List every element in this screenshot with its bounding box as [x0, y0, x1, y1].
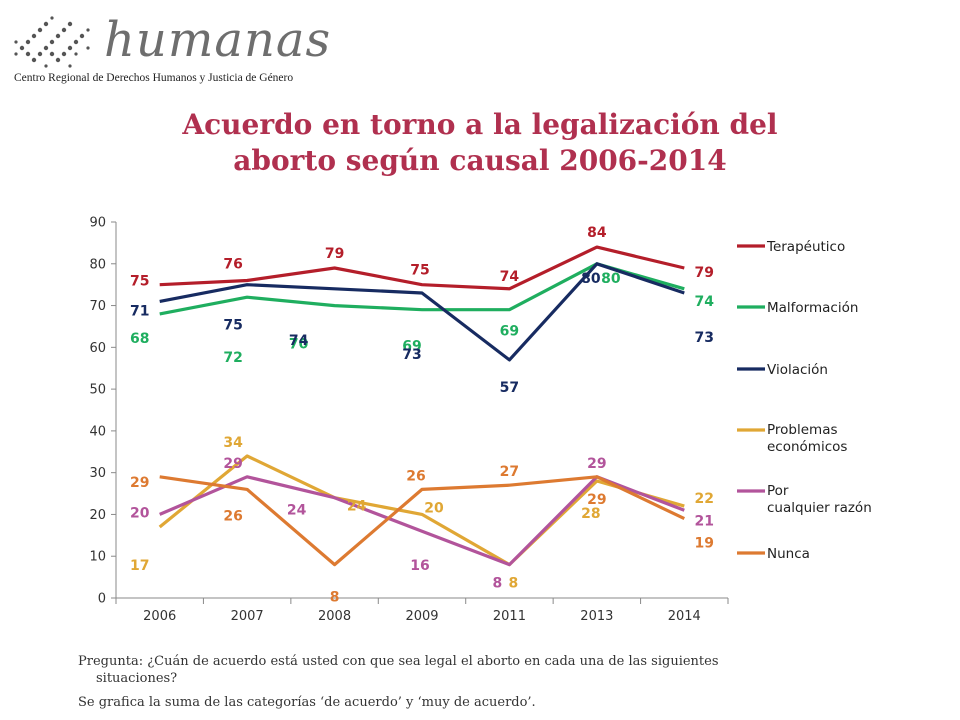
data-label: 74 — [500, 269, 520, 285]
data-label: 75 — [223, 318, 242, 334]
y-tick-label: 20 — [89, 508, 106, 523]
data-label: 8 — [509, 576, 519, 592]
data-label: 76 — [223, 256, 242, 272]
data-label: 34 — [223, 435, 243, 451]
y-tick-label: 0 — [98, 592, 106, 607]
data-label: 80 — [601, 271, 621, 287]
question-line-1: Pregunta: ¿Cuán de acuerdo está usted co… — [78, 654, 719, 669]
legend-label: Malformación — [767, 300, 858, 316]
data-label: 28 — [581, 506, 600, 522]
humanas-logo: humanas Centro Regional de Derechos Huma… — [6, 6, 330, 92]
y-tick-label: 50 — [89, 383, 106, 398]
data-label: 8 — [330, 590, 340, 606]
legend-label: Nunca — [767, 546, 810, 562]
data-label: 75 — [410, 263, 429, 279]
data-label: 74 — [289, 333, 309, 349]
line-chart: 0 10 20 30 40 50 60 70 80 90 2006 2007 2008 2009 2011 2… — [89, 216, 872, 625]
chart-title-line-2: aborto según causal 2006-2014 — [233, 144, 727, 177]
data-label: 29 — [587, 492, 606, 508]
data-label: 84 — [587, 225, 607, 241]
logo-wordmark: humanas — [104, 12, 332, 68]
data-label: 8 — [493, 576, 503, 592]
data-label: 22 — [695, 491, 714, 507]
y-tick-label: 40 — [89, 424, 106, 439]
data-label: 73 — [402, 347, 421, 363]
y-tick-label: 30 — [89, 466, 106, 481]
legend-label: Por — [767, 483, 789, 499]
legend-label: Terapéutico — [766, 239, 845, 255]
data-label: 26 — [223, 508, 242, 524]
question-line-2: situaciones? — [96, 671, 178, 686]
humanas-logo-mark-icon — [14, 16, 90, 68]
data-label: 74 — [695, 294, 715, 310]
y-tick-label: 60 — [89, 341, 106, 356]
data-label: 80 — [581, 271, 601, 287]
data-label: 16 — [410, 558, 429, 574]
x-tick-label: 2009 — [405, 609, 438, 624]
x-tick-label: 2006 — [143, 609, 176, 624]
x-tick-label: 2013 — [580, 609, 613, 624]
data-label: 73 — [695, 330, 714, 346]
legend-label: económicos — [767, 439, 847, 455]
x-tick-label: 2011 — [493, 609, 526, 624]
data-label: 27 — [500, 464, 519, 480]
data-label: 21 — [695, 513, 714, 529]
x-tick-label: 2014 — [668, 609, 701, 624]
data-label: 17 — [130, 558, 149, 574]
data-label: 72 — [223, 350, 242, 366]
data-label: 20 — [130, 505, 150, 521]
data-label: 24 — [347, 499, 367, 515]
series-line-violacion — [159, 262, 685, 362]
y-tick-label: 80 — [89, 257, 106, 272]
data-label: 24 — [287, 503, 307, 519]
logo-subtitle: Centro Regional de Derechos Humanos y Ju… — [14, 72, 294, 84]
data-label: 26 — [406, 468, 425, 484]
legend-label: Problemas — [767, 422, 838, 438]
data-label: 68 — [130, 331, 149, 347]
summary-note: Se grafica la suma de las categorías ‘de… — [78, 695, 536, 710]
question-note: Pregunta: ¿Cuán de acuerdo está usted co… — [78, 653, 878, 687]
x-tick-label: 2008 — [318, 609, 351, 624]
y-tick-label: 70 — [89, 299, 106, 314]
data-label: 70 — [289, 337, 309, 353]
x-tick-label: 2007 — [231, 609, 264, 624]
series-line-problemas-economicos — [158, 454, 685, 567]
legend-label: cualquier razón — [767, 500, 872, 516]
data-label: 75 — [130, 274, 149, 290]
data-label: 29 — [130, 475, 149, 491]
data-label: 79 — [695, 265, 714, 281]
series-line-nunca — [159, 475, 685, 567]
y-tick-label: 10 — [89, 550, 106, 565]
data-label: 71 — [130, 303, 149, 319]
data-label: 29 — [223, 456, 242, 472]
data-label: 29 — [587, 456, 606, 472]
data-label: 19 — [695, 536, 714, 552]
data-label: 69 — [500, 324, 519, 340]
data-label: 20 — [424, 500, 444, 516]
series-line-terapeutico — [159, 245, 685, 291]
data-label: 79 — [325, 246, 344, 262]
data-label: 69 — [402, 339, 421, 355]
chart-title-line-1: Acuerdo en torno a la legalización del — [182, 108, 778, 141]
data-label: 57 — [500, 380, 519, 396]
legend-label: Violación — [767, 362, 828, 378]
y-tick-label: 90 — [89, 216, 106, 231]
